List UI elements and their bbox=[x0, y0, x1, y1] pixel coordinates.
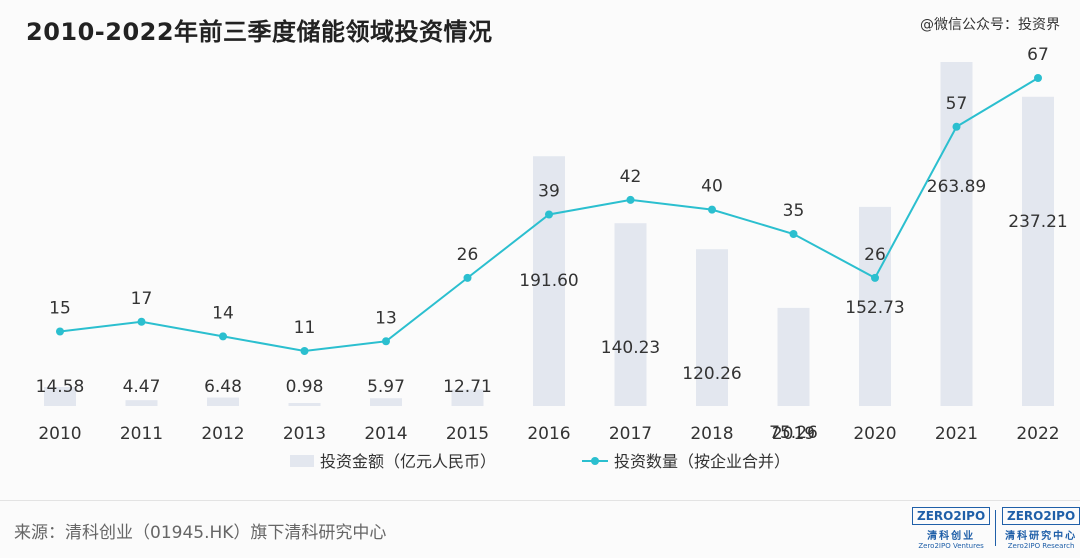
bar-value-label: 4.47 bbox=[123, 377, 161, 397]
x-tick-label: 2013 bbox=[283, 424, 326, 444]
line-value-label: 26 bbox=[864, 245, 886, 265]
line-value-label: 17 bbox=[131, 289, 153, 309]
x-tick-label: 2014 bbox=[364, 424, 407, 444]
bar-value-label: 6.48 bbox=[204, 377, 242, 397]
bar-value-label: 263.89 bbox=[927, 177, 986, 197]
line-point-2021 bbox=[952, 122, 961, 131]
legend-bar-label: 投资金额（亿元人民币） bbox=[320, 452, 496, 471]
source-note: 来源：清科创业（01945.HK）旗下清科研究中心 bbox=[14, 523, 387, 543]
line-point-2010 bbox=[56, 327, 64, 336]
x-tick-label: 2017 bbox=[609, 424, 652, 444]
x-tick-label: 2020 bbox=[853, 424, 896, 444]
bar-value-label: 191.60 bbox=[519, 271, 578, 291]
bar-2018 bbox=[696, 249, 728, 406]
line-point-2019 bbox=[789, 230, 798, 238]
line-value-label: 39 bbox=[538, 182, 560, 202]
bar-value-label: 14.58 bbox=[36, 377, 85, 397]
bar-value-label: 75.26 bbox=[769, 423, 818, 443]
watermark: @微信公众号：投资界 bbox=[920, 17, 1060, 33]
logo-cn: 清科研究中心 bbox=[1005, 531, 1078, 542]
zero2ipo-research-logo: ZERO2IPO 清科研究中心 Zero2IPO Research bbox=[1002, 505, 1080, 551]
bar-2019 bbox=[777, 307, 810, 406]
line-point-2016 bbox=[545, 210, 553, 219]
line-value-label: 26 bbox=[457, 245, 479, 265]
x-tick-label: 2022 bbox=[1016, 424, 1059, 444]
line-value-label: 40 bbox=[701, 177, 723, 197]
line-point-2020 bbox=[871, 273, 879, 282]
x-tick-label: 2016 bbox=[527, 424, 570, 444]
x-tick-label: 2015 bbox=[446, 424, 489, 444]
legend-bar-swatch bbox=[290, 455, 314, 467]
logo-en: Zero2IPO Ventures bbox=[918, 542, 984, 550]
legend-line-marker bbox=[591, 457, 599, 465]
logo-cn: 清科创业 bbox=[927, 531, 976, 542]
bar-2012 bbox=[207, 397, 239, 406]
x-tick-label: 2011 bbox=[120, 424, 163, 444]
legend-line-label: 投资数量（按企业合并） bbox=[614, 452, 790, 471]
line-point-2022 bbox=[1034, 74, 1042, 82]
bar-2015 bbox=[451, 389, 484, 406]
line-value-label: 42 bbox=[620, 167, 642, 187]
x-tick-label: 2010 bbox=[38, 424, 81, 444]
line-value-label: 57 bbox=[946, 94, 968, 114]
line-point-2011 bbox=[137, 317, 146, 326]
bar-2013 bbox=[288, 403, 321, 406]
line-point-2015 bbox=[463, 273, 472, 282]
bar-value-label: 140.23 bbox=[601, 338, 660, 358]
line-point-2014 bbox=[382, 337, 390, 346]
x-tick-label: 2019 bbox=[772, 424, 815, 444]
bar-value-label: 237.21 bbox=[1008, 212, 1067, 232]
bar-value-label: 5.97 bbox=[367, 377, 405, 397]
line-value-label: 13 bbox=[375, 308, 397, 328]
line-value-label: 14 bbox=[212, 303, 234, 323]
bar-2016 bbox=[533, 156, 565, 406]
line-value-label: 11 bbox=[294, 318, 316, 338]
bar-2017 bbox=[614, 223, 647, 406]
bar-value-label: 120.26 bbox=[682, 364, 741, 384]
chart: 14.58 4.47 6.48 0.98 5.97 12.71 191.60 140.23 12… bbox=[36, 45, 1068, 471]
bar-2011 bbox=[125, 400, 158, 406]
footer-divider bbox=[0, 500, 1080, 501]
logo-separator bbox=[995, 510, 996, 546]
bar-value-label: 0.98 bbox=[286, 377, 324, 397]
bar-value-label: 12.71 bbox=[443, 377, 492, 397]
bar-2010 bbox=[44, 386, 76, 406]
x-tick-label: 2012 bbox=[201, 424, 244, 444]
logo-mark: ZERO2IPO bbox=[912, 507, 991, 525]
chart-title: 2010-2022年前三季度储能领域投资情况 bbox=[26, 18, 493, 46]
logo-en: Zero2IPO Research bbox=[1007, 542, 1075, 550]
line-value-label: 67 bbox=[1027, 45, 1049, 65]
bar-value-label: 152.73 bbox=[845, 298, 904, 318]
x-tick-label: 2021 bbox=[935, 424, 978, 444]
bar-2020 bbox=[859, 206, 891, 406]
line-point-2018 bbox=[708, 205, 716, 214]
line-point-2017 bbox=[626, 195, 635, 204]
line-point-2013 bbox=[300, 347, 309, 355]
line-point-2012 bbox=[219, 332, 227, 341]
x-tick-label: 2018 bbox=[690, 424, 733, 444]
logo-mark: ZERO2IPO bbox=[1002, 507, 1080, 525]
bar-2022 bbox=[1022, 96, 1054, 406]
bar-2014 bbox=[370, 398, 402, 406]
line-value-label: 35 bbox=[783, 201, 805, 221]
line-value-label: 15 bbox=[49, 299, 71, 319]
zero2ipo-ventures-logo: ZERO2IPO 清科创业 Zero2IPO Ventures bbox=[912, 505, 991, 551]
